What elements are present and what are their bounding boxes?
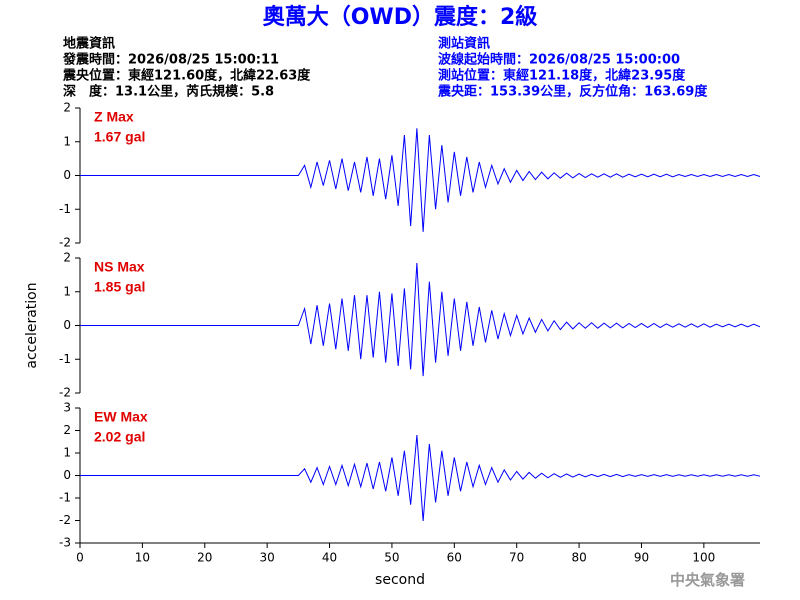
info-left: 發震時間：2026/08/25 15:00:11 xyxy=(62,52,279,68)
x-tick-label: 10 xyxy=(135,551,150,565)
max-label: 1.67 gal xyxy=(94,129,145,145)
annotation: EW Max xyxy=(94,409,148,425)
info-left: 震央位置：東經121.60度，北緯22.63度 xyxy=(62,68,311,84)
info-right: 測站位置：東經121.18度，北緯23.95度 xyxy=(438,68,686,84)
info-right: 震央距：153.39公里，反方位角：163.69度 xyxy=(437,84,708,100)
y-tick-label: -2 xyxy=(59,236,71,250)
y-tick-label: 3 xyxy=(63,401,71,415)
waveform xyxy=(80,434,761,521)
x-tick-label: 60 xyxy=(447,551,462,565)
y-tick-label: -2 xyxy=(59,386,71,400)
x-tick-label: 30 xyxy=(260,551,275,565)
y-tick-label: -1 xyxy=(59,352,71,366)
y-tick-label: -1 xyxy=(59,202,71,216)
x-tick-label: 0 xyxy=(76,551,84,565)
y-tick-label: 1 xyxy=(63,134,71,148)
y-tick-label: 2 xyxy=(63,101,71,115)
max-label: 2.02 gal xyxy=(94,429,145,445)
y-tick-label: 0 xyxy=(63,318,71,332)
y-tick-label: 1 xyxy=(63,446,71,460)
info-right: 測站資訊 xyxy=(438,36,490,52)
title: 奧萬大（OWD）震度：2級 xyxy=(263,4,538,30)
y-tick-label: -1 xyxy=(59,491,71,505)
x-tick-label: 90 xyxy=(634,551,649,565)
y-tick-label: 0 xyxy=(63,168,71,182)
y-tick-label: 2 xyxy=(63,251,71,265)
y-tick-label: -2 xyxy=(59,513,71,527)
waveform xyxy=(80,263,761,377)
annotation: NS Max xyxy=(94,259,145,275)
x-axis-label: second xyxy=(375,572,425,588)
x-tick-label: 40 xyxy=(322,551,337,565)
annotation: Z Max xyxy=(94,109,134,125)
x-tick-label: 20 xyxy=(197,551,212,565)
info-left: 地震資訊 xyxy=(63,36,115,52)
y-tick-label: 1 xyxy=(63,284,71,298)
x-tick-label: 100 xyxy=(692,551,715,565)
info-left: 深 度：13.1公里，芮氏規模：5.8 xyxy=(63,84,274,100)
footer: 中央氣象署 xyxy=(670,571,745,589)
info-right: 波線起始時間：2026/08/25 15:00:00 xyxy=(438,52,680,68)
y-tick-label: 2 xyxy=(63,423,71,437)
max-label: 1.85 gal xyxy=(94,279,145,295)
y-tick-label: -3 xyxy=(59,536,71,550)
x-tick-label: 70 xyxy=(509,551,524,565)
y-tick-label: 0 xyxy=(63,468,71,482)
x-tick-label: 80 xyxy=(571,551,586,565)
waveform xyxy=(80,128,761,232)
x-tick-label: 50 xyxy=(384,551,399,565)
y-axis-label: acceleration xyxy=(24,282,40,368)
